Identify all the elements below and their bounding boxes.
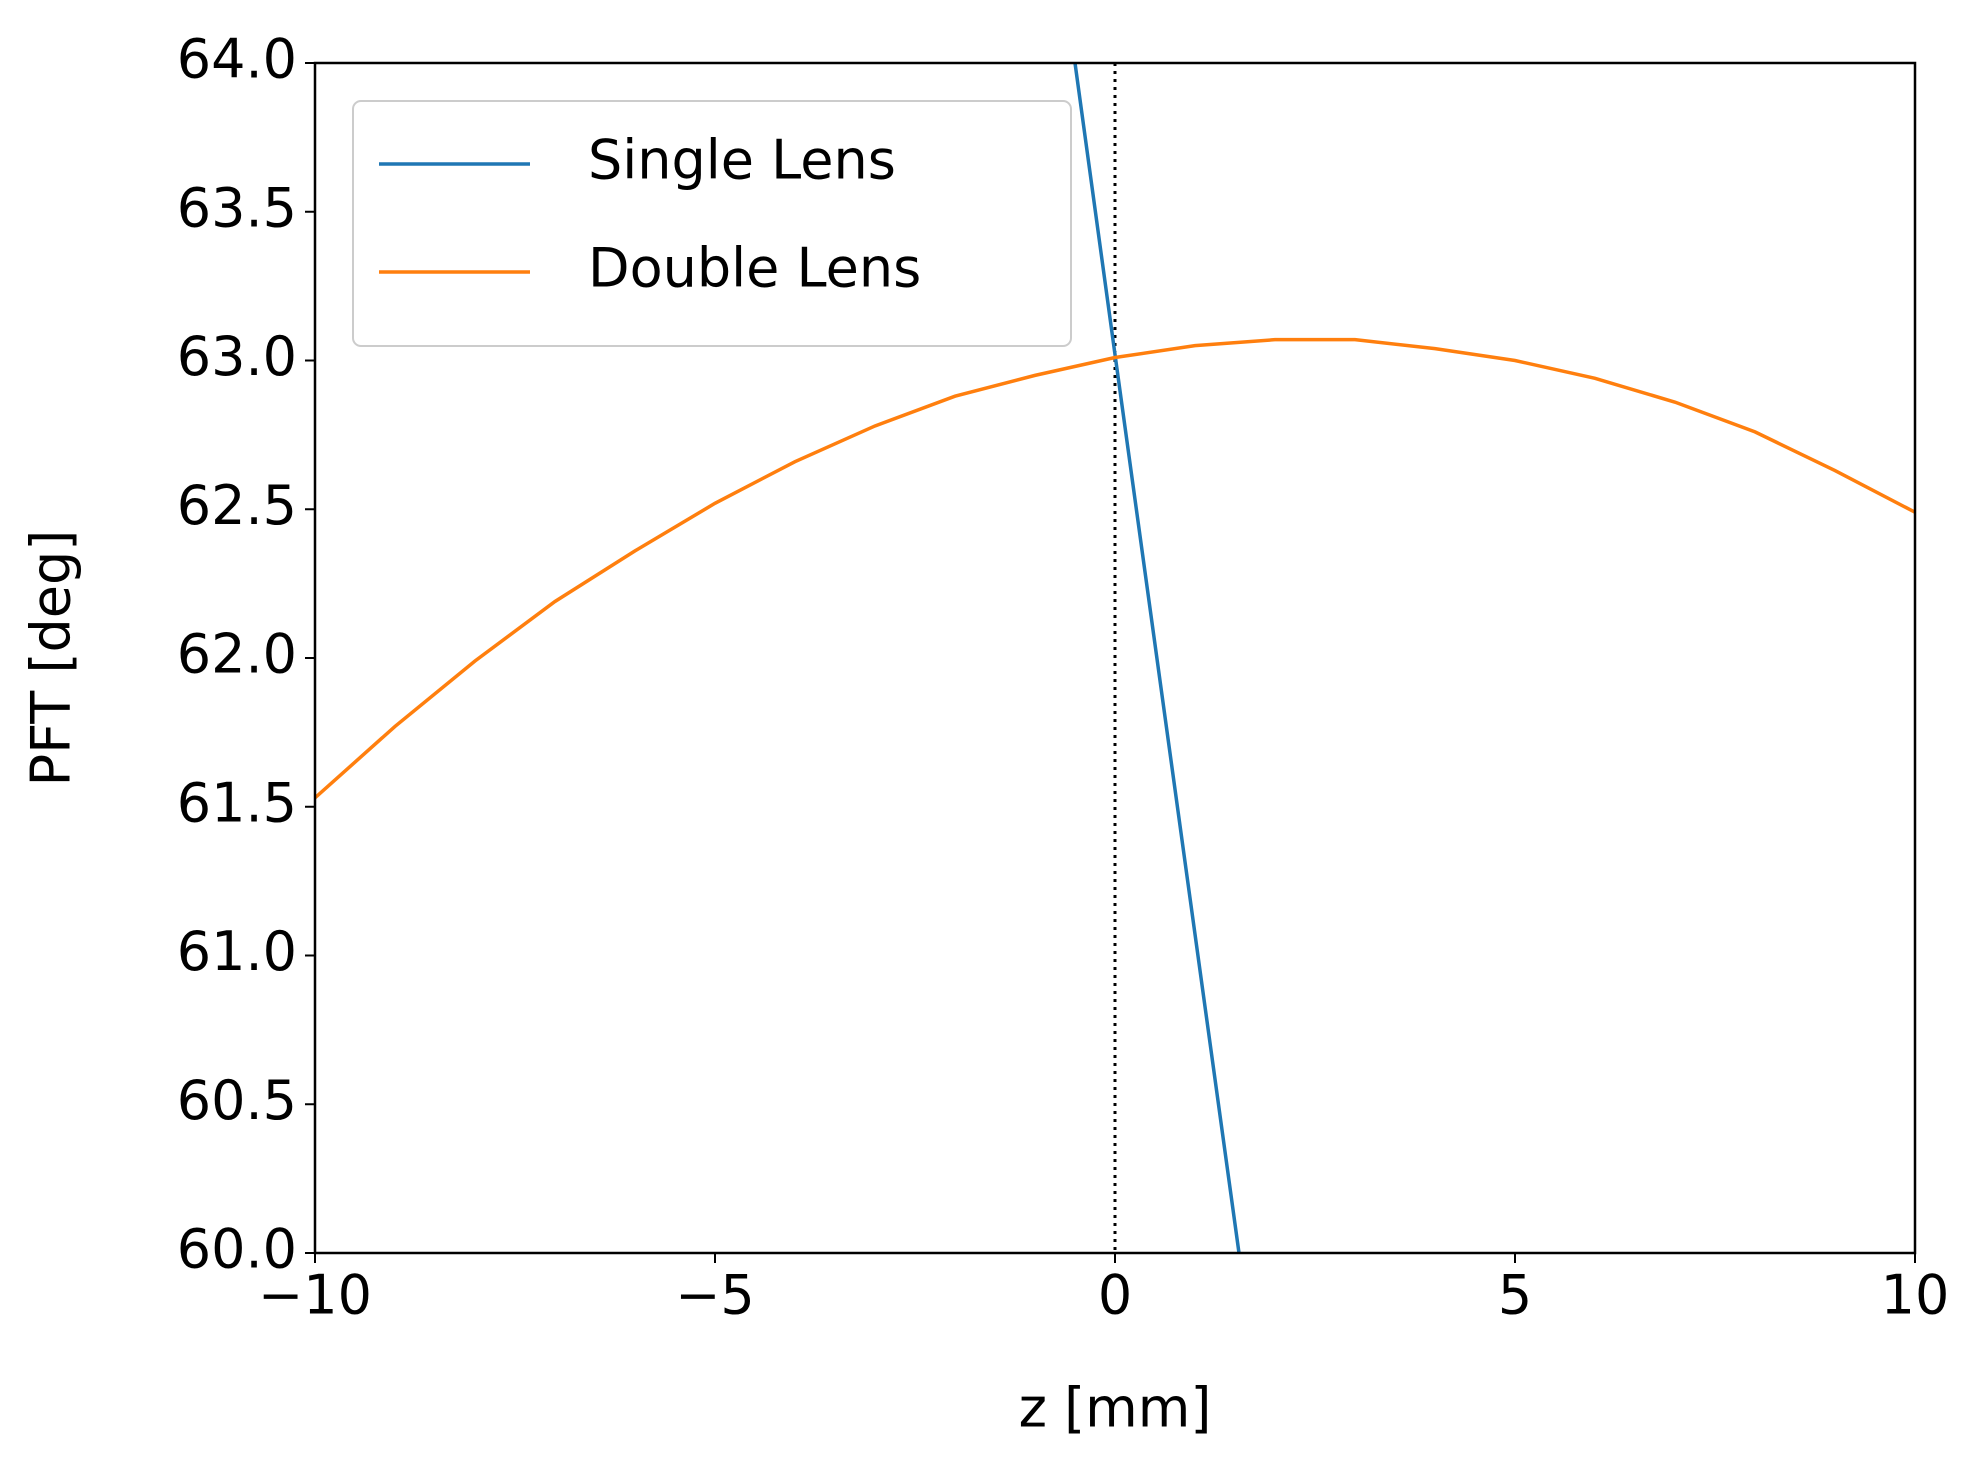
x-tick-label: 10 — [1881, 1264, 1950, 1327]
y-tick-label: 62.5 — [177, 474, 297, 537]
x-axis-label: z [mm] — [1019, 1377, 1212, 1440]
y-tick-label: 60.5 — [177, 1069, 297, 1132]
y-tick-label: 64.0 — [177, 28, 297, 91]
x-tick-label: 0 — [1098, 1264, 1132, 1327]
x-tick-label: 5 — [1498, 1264, 1532, 1327]
y-tick-label: 60.0 — [177, 1218, 297, 1281]
legend-label: Double Lens — [588, 237, 921, 300]
y-tick-label: 61.5 — [177, 771, 297, 834]
y-tick-label: 63.5 — [177, 176, 297, 239]
x-tick-label: −10 — [258, 1264, 372, 1327]
x-tick-label: −5 — [675, 1264, 755, 1327]
y-tick-label: 61.0 — [177, 920, 297, 983]
legend-box — [352, 100, 1072, 347]
legend-label: Single Lens — [588, 129, 896, 192]
plot-frame — [313, 61, 1917, 1255]
line-series — [1073, 63, 1241, 1253]
line-series — [315, 337, 1915, 800]
y-tick-label: 63.0 — [177, 325, 297, 388]
y-tick-label: 62.0 — [177, 623, 297, 686]
y-axis-label: PFT [deg] — [20, 530, 83, 787]
